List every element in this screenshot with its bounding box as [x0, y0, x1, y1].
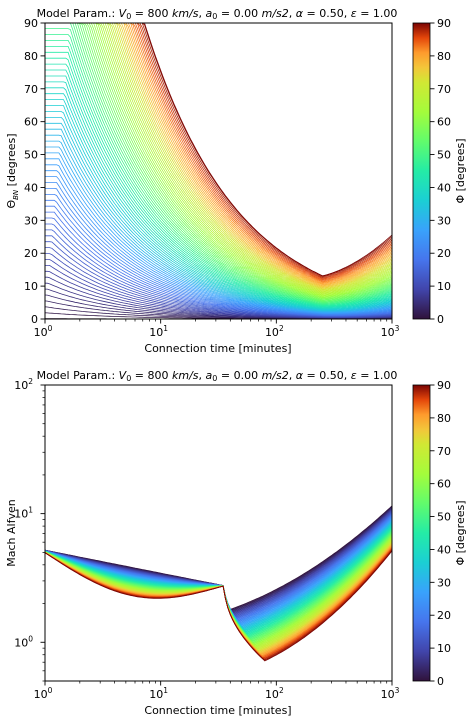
y-tick-label: 80	[24, 50, 38, 63]
colorbar-tick-label: 60	[437, 478, 451, 491]
theta-curve	[45, 22, 393, 296]
chart2-title: Model Param.: V0 = 800 km/s, a0 = 0.00 m…	[37, 369, 398, 383]
theta-curve	[45, 34, 393, 305]
chart2-curves	[44, 505, 393, 662]
chart-theta-bn: Model Param.: V0 = 800 km/s, a0 = 0.00 m…	[5, 7, 467, 355]
theta-curve	[45, 22, 393, 298]
colorbar-tick-label: 80	[437, 50, 451, 63]
y-tick-label: 20	[24, 247, 38, 260]
theta-curve	[45, 22, 393, 301]
chart2-x-axis: 100 101 102 103	[34, 681, 400, 701]
colorbar-tick-label: 30	[437, 576, 451, 589]
theta-curve	[45, 22, 393, 302]
chart1-x-axis-label: Connection time [minutes]	[144, 342, 291, 355]
colorbar-tick-label: 40	[437, 543, 451, 556]
x-tick-label: 101	[149, 686, 168, 701]
theta-curve	[45, 111, 393, 311]
chart1-colorbar-label: Φ [degrees]	[454, 138, 467, 203]
theta-curve	[45, 22, 393, 303]
theta-curve	[45, 69, 393, 308]
y-tick-label: 60	[24, 116, 38, 129]
theta-curve	[45, 75, 393, 308]
theta-curve	[45, 40, 393, 306]
colorbar-tick-label: 90	[437, 17, 451, 30]
theta-curve	[45, 105, 393, 310]
y-tick-label: 10	[24, 280, 38, 293]
y-tick-label: 100	[14, 634, 33, 649]
theta-curve	[45, 22, 393, 304]
chart2-colorbar-axis: 0 10 20 30 40 50 60 70 80 90	[430, 379, 451, 688]
colorbar-tick-label: 70	[437, 83, 451, 96]
theta-curve	[45, 22, 393, 297]
x-tick-label: 102	[265, 324, 284, 339]
theta-curve	[45, 22, 393, 296]
y-tick-label: 50	[24, 149, 38, 162]
theta-curve	[45, 22, 393, 282]
x-tick-label: 100	[34, 324, 53, 339]
colorbar-tick-label: 90	[437, 379, 451, 392]
chart1-y-axis-label: ΘBN [degrees]	[5, 133, 20, 208]
theta-curve	[45, 22, 393, 300]
chart1-colorbar	[412, 22, 431, 320]
y-tick-label: 30	[24, 214, 38, 227]
chart1-y-axis: 0 10 20 30 40 50 60 70 80 90	[24, 17, 45, 326]
chart2-y-axis-label: Mach Alfven	[5, 499, 18, 566]
theta-curve	[45, 22, 393, 304]
chart2-plot-frame	[44, 384, 393, 682]
mach-curve	[44, 550, 393, 662]
chart2-x-axis-label: Connection time [minutes]	[144, 704, 291, 717]
y-tick-label: 101	[14, 506, 33, 521]
colorbar-tick-label: 0	[437, 313, 444, 326]
colorbar-tick-label: 40	[437, 181, 451, 194]
colorbar-tick-label: 10	[437, 642, 451, 655]
theta-curve	[45, 22, 393, 301]
y-tick-label: 70	[24, 83, 38, 96]
x-tick-label: 103	[381, 686, 400, 701]
x-tick-label: 103	[381, 324, 400, 339]
chart1-x-axis: 100 101 102 103	[34, 319, 400, 339]
theta-curve	[45, 22, 393, 299]
colorbar-tick-label: 0	[437, 675, 444, 688]
x-tick-label: 100	[34, 686, 53, 701]
colorbar-tick-label: 60	[437, 116, 451, 129]
theta-curve	[45, 28, 393, 305]
chart-mach-alfven: Model Param.: V0 = 800 km/s, a0 = 0.00 m…	[5, 369, 467, 717]
y-tick-label: 40	[24, 181, 38, 194]
theta-curve	[45, 22, 393, 298]
theta-curve	[45, 22, 393, 303]
colorbar-tick-label: 30	[437, 214, 451, 227]
colorbar-tick-label: 80	[437, 412, 451, 425]
theta-curve	[45, 46, 393, 306]
theta-curve	[45, 22, 393, 283]
chart1-curves	[44, 22, 393, 320]
colorbar-tick-label: 20	[437, 609, 451, 622]
chart2-y-axis: 100 101 102	[14, 377, 45, 682]
y-tick-label: 90	[24, 17, 38, 30]
chart2-colorbar	[412, 384, 431, 682]
colorbar-tick-label: 10	[437, 280, 451, 293]
x-tick-label: 101	[149, 324, 168, 339]
theta-curve	[45, 22, 393, 302]
chart2-colorbar-label: Φ [degrees]	[454, 500, 467, 565]
theta-curve	[45, 22, 393, 299]
chart1-plot-frame	[44, 22, 393, 320]
theta-curve	[45, 57, 393, 307]
y-tick-label: 102	[14, 377, 33, 392]
colorbar-tick-label: 20	[437, 247, 451, 260]
chart1-title: Model Param.: V0 = 800 km/s, a0 = 0.00 m…	[37, 7, 398, 21]
y-tick-label: 0	[31, 313, 38, 326]
x-tick-label: 102	[265, 686, 284, 701]
theta-curve	[45, 87, 393, 309]
colorbar-tick-label: 70	[437, 445, 451, 458]
colorbar-tick-label: 50	[437, 149, 451, 162]
theta-curve	[45, 51, 393, 307]
colorbar-tick-label: 50	[437, 511, 451, 524]
chart1-colorbar-axis: 0 10 20 30 40 50 60 70 80 90	[430, 17, 451, 326]
theta-curve	[45, 22, 393, 287]
